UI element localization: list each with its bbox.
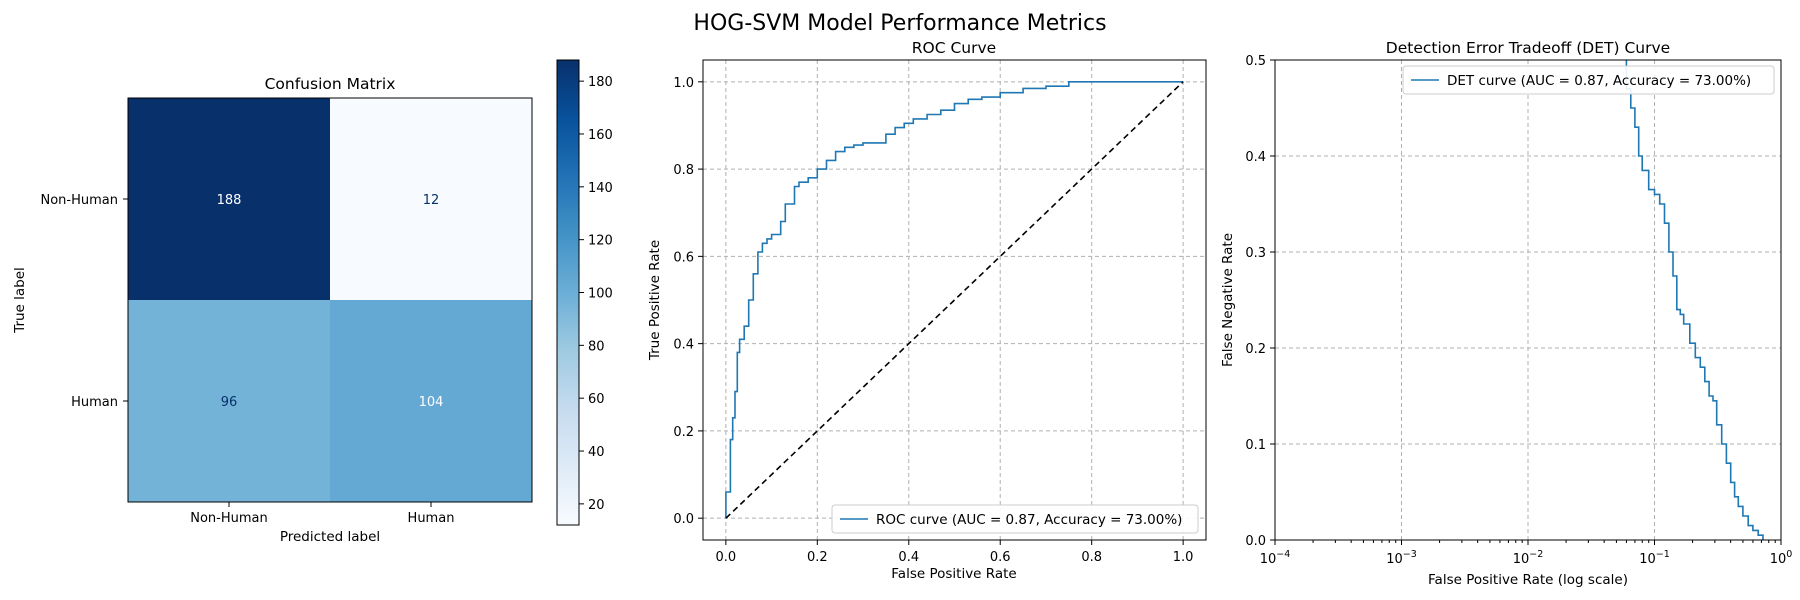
- colorbar: [556, 59, 580, 526]
- roc-legend-label: ROC curve (AUC = 0.87, Accuracy = 73.00%…: [876, 512, 1182, 528]
- x-tick-label: 10−2: [1513, 549, 1544, 567]
- y-tick-label: 0.2: [673, 425, 694, 440]
- colorbar-tick-label: 140: [588, 181, 613, 196]
- confusion-matrix-title: Confusion Matrix: [265, 75, 396, 93]
- confusion-matrix-frame: [127, 97, 533, 503]
- confusion-matrix-ylabel: True label: [12, 267, 28, 334]
- roc-curve-line: [725, 81, 1184, 519]
- y-tick-label: 0.0: [673, 512, 694, 527]
- y-tick-label: 0.6: [673, 250, 694, 265]
- x-tick-label: 0.0: [716, 550, 737, 565]
- y-tick-label: 0.4: [673, 338, 694, 353]
- confusion-matrix-panel: Confusion Matrix 188 12 96 104 Non-Human Hum…: [12, 59, 613, 545]
- x-tick-label: 1.0: [1173, 550, 1194, 565]
- matrix-cell: [330, 98, 532, 300]
- roc-panel: ROC Curve 0.0 0.2 0.4 0.6 0.8 1.0 0.0 0.2 0.4 0.6…: [647, 39, 1207, 582]
- det-legend-label: DET curve (AUC = 0.87, Accuracy = 73.00%…: [1447, 73, 1751, 89]
- det-panel: Detection Error Tradeoff (DET) Curve 10−…: [1220, 39, 1792, 588]
- roc-xlabel: False Positive Rate: [891, 566, 1016, 582]
- det-curve-line: [1625, 60, 1764, 540]
- det-ylabel: False Negative Rate: [1220, 233, 1236, 367]
- matrix-cell: [330, 300, 532, 502]
- y-tick-label: Non-Human: [41, 193, 119, 208]
- y-tick-label: Human: [71, 395, 118, 410]
- y-tick-label: 0.2: [1245, 342, 1266, 357]
- x-tick-label: Non-Human: [190, 511, 268, 526]
- y-tick-label: 0.1: [1245, 438, 1266, 453]
- y-tick-label: 0.5: [1245, 54, 1266, 69]
- matrix-cell: [128, 300, 330, 502]
- det-legend: DET curve (AUC = 0.87, Accuracy = 73.00%…: [1402, 65, 1775, 95]
- confusion-matrix-xlabel: Predicted label: [280, 529, 380, 545]
- colorbar-tick-label: 180: [588, 75, 613, 90]
- det-title: Detection Error Tradeoff (DET) Curve: [1386, 39, 1670, 57]
- matrix-cell-value: 96: [221, 395, 238, 410]
- x-tick-label: 0.6: [990, 550, 1011, 565]
- matrix-cell-value: 104: [419, 395, 444, 410]
- colorbar-tick-label: 40: [588, 445, 605, 460]
- y-tick-label: 0.4: [1245, 150, 1266, 165]
- y-tick-label: 0.3: [1245, 246, 1266, 261]
- roc-ylabel: True Positive Rate: [647, 240, 663, 361]
- colorbar-tick-label: 100: [588, 287, 613, 302]
- colorbar-tick-label: 60: [588, 392, 605, 407]
- matrix-cell-value: 188: [217, 193, 242, 208]
- y-tick-label: 0.8: [673, 163, 694, 178]
- colorbar-tick-label: 160: [588, 128, 613, 143]
- colorbar-tick-label: 120: [588, 234, 613, 249]
- x-tick-label: 10−3: [1386, 549, 1417, 567]
- x-tick-label: 10−4: [1260, 549, 1291, 567]
- y-tick-label: 0.0: [1245, 534, 1266, 549]
- colorbar-tick-label: 80: [588, 339, 605, 354]
- figure-title: HOG-SVM Model Performance Metrics: [693, 11, 1106, 36]
- roc-legend: ROC curve (AUC = 0.87, Accuracy = 73.00%…: [831, 504, 1199, 534]
- x-tick-label: 0.2: [807, 550, 828, 565]
- x-tick-label: 0.8: [1081, 550, 1102, 565]
- roc-plot-frame: [702, 59, 1207, 541]
- matrix-cell-value: 12: [423, 193, 440, 208]
- matrix-cell: [128, 98, 330, 300]
- x-tick-label: 100: [1770, 549, 1793, 567]
- x-tick-label: Human: [408, 511, 455, 526]
- y-tick-label: 1.0: [673, 76, 694, 91]
- chance-line: [725, 81, 1184, 519]
- x-tick-label: 10−1: [1639, 549, 1670, 567]
- x-tick-label: 0.4: [898, 550, 919, 565]
- roc-title: ROC Curve: [912, 39, 996, 57]
- colorbar-tick-label: 20: [588, 498, 605, 513]
- det-xlabel: False Positive Rate (log scale): [1428, 572, 1628, 588]
